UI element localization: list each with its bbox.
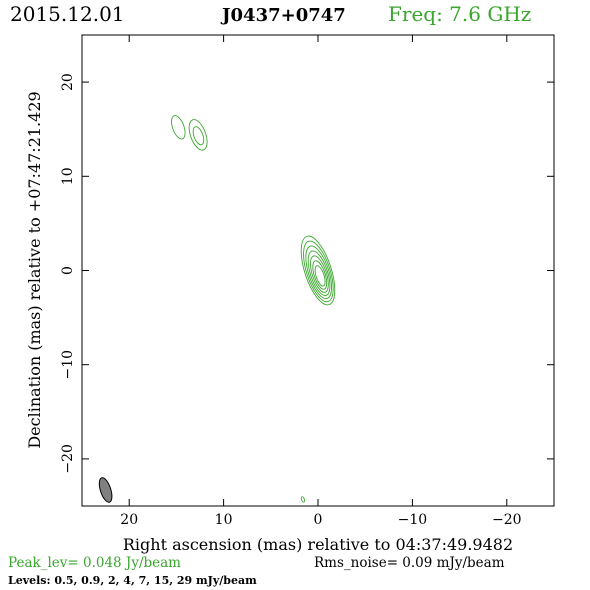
- contour-levels: Levels: 0.5, 0.9, 2, 4, 7, 15, 29 mJy/be…: [8, 574, 257, 587]
- contour-blob-a: [171, 115, 186, 140]
- contour-blob-c: [300, 496, 305, 503]
- restoring-beam-ellipse: [98, 477, 113, 503]
- x-tick-label: 0: [314, 512, 323, 528]
- contour-level-line: [310, 255, 329, 293]
- y-axis-label: Declination (mas) relative to +07:47:21.…: [25, 91, 44, 448]
- contour-layer: [171, 115, 336, 503]
- plot-frame: [81, 34, 555, 507]
- x-tick-label: 10: [215, 512, 233, 528]
- y-tick-label: −20: [60, 444, 76, 474]
- contour-level-line: [314, 265, 326, 287]
- y-tick-label: −10: [60, 350, 76, 380]
- source-name: J0437+0747: [220, 5, 346, 26]
- contour-level-line: [305, 245, 332, 300]
- contour-level-line: [192, 126, 205, 146]
- axis-ticks: 20 10 0 −10 −20 20 10 0 −10 −20: [60, 35, 554, 528]
- contour-level-line: [171, 115, 186, 140]
- contour-level-line: [300, 235, 336, 306]
- contour-blob-b: [188, 119, 208, 151]
- peak-level: Peak_lev= 0.048 Jy/beam: [8, 555, 181, 571]
- contour-level-line: [312, 260, 328, 290]
- x-tick-label: −10: [398, 512, 428, 528]
- observation-date: 2015.12.01: [10, 2, 125, 26]
- contour-level-line: [300, 496, 305, 503]
- beam-layer: [98, 477, 113, 503]
- x-axis-label: Right ascension (mas) relative to 04:37:…: [123, 535, 513, 554]
- x-tick-label: 20: [120, 512, 138, 528]
- x-tick-label: −20: [492, 512, 522, 528]
- contour-core: [300, 235, 336, 306]
- rms-noise: Rms_noise= 0.09 mJy/beam: [314, 555, 505, 571]
- y-tick-label: 0: [60, 266, 76, 275]
- contour-level-line: [303, 240, 334, 303]
- y-tick-label: 10: [60, 167, 76, 185]
- frequency-label: Freq: 7.6 GHz: [388, 2, 531, 26]
- contour-level-line: [307, 250, 331, 296]
- y-tick-label: 20: [60, 73, 76, 91]
- contour-level-line: [188, 119, 208, 151]
